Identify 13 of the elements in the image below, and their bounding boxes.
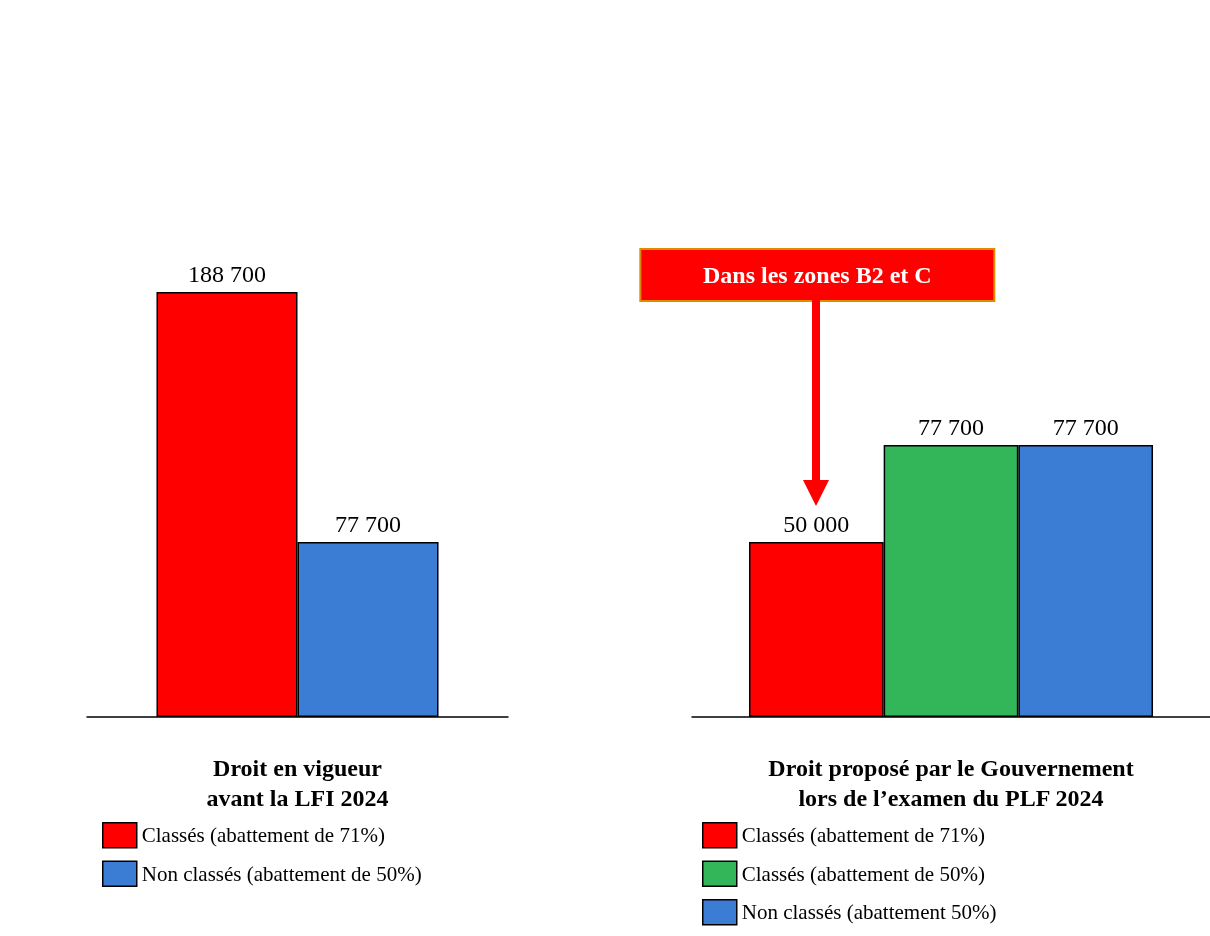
legend-label: Non classés (abattement de 50%) <box>141 861 422 886</box>
x-axis-title: Droit proposé par le Gouvernement lors de l’examen du PLF 2024 <box>768 755 1134 811</box>
legend-label: Non classés (abattement 50%) <box>741 900 997 925</box>
legend-label: Classés (abattement de 71%) <box>741 823 985 848</box>
text: Dans les zones B2 et C <box>702 261 932 288</box>
data-label: 77 700 <box>918 414 984 440</box>
data-label: 77 700 <box>335 511 402 537</box>
data-label: 50 000 <box>783 510 850 537</box>
data-label: 77 700 <box>1052 414 1119 440</box>
data-label: 188 700 <box>187 261 266 287</box>
legend-label: Classés (abattement de 71%) <box>141 823 385 848</box>
x-axis-title: Droit en vigueur avant la LFI 2024 <box>206 755 389 811</box>
legend-label: Classés (abattement de 50%) <box>741 861 985 886</box>
